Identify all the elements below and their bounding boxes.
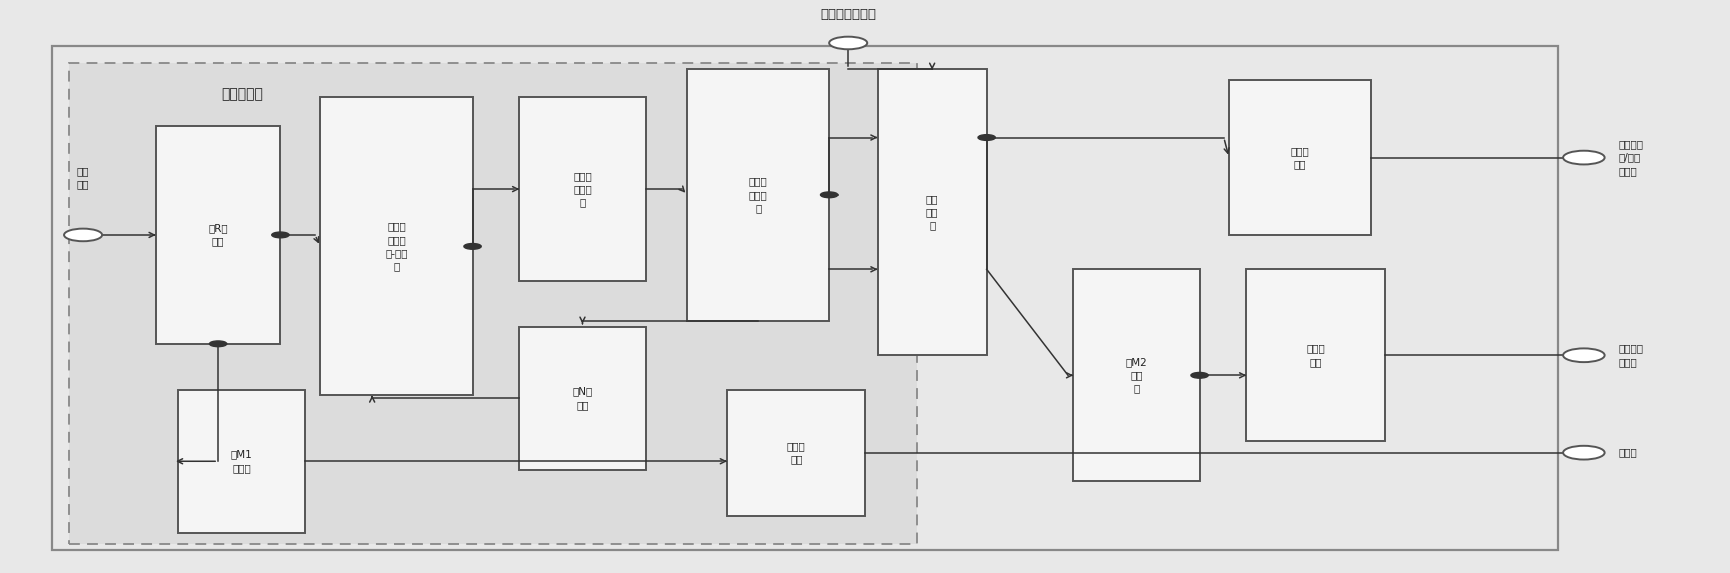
- Circle shape: [464, 244, 481, 249]
- Circle shape: [1190, 372, 1208, 378]
- Bar: [519, 97, 645, 281]
- Circle shape: [209, 341, 227, 347]
- Text: 数字逻辑
控制器: 数字逻辑 控制器: [1618, 344, 1642, 367]
- Bar: [727, 390, 865, 516]
- Text: 参考
时钟: 参考 时钟: [76, 166, 90, 189]
- Text: 多路
选择
器: 多路 选择 器: [926, 194, 938, 230]
- Text: 第一缓
冲器: 第一缓 冲器: [787, 441, 804, 464]
- Text: 第二鉴
频鉴相
器-电荷
泵: 第二鉴 频鉴相 器-电荷 泵: [386, 222, 407, 271]
- Bar: [69, 63, 917, 544]
- Circle shape: [829, 37, 867, 49]
- Text: 第二环
路滤波
器: 第二环 路滤波 器: [573, 171, 592, 207]
- Circle shape: [64, 229, 102, 241]
- Circle shape: [977, 135, 995, 140]
- Text: 除R分
频器: 除R分 频器: [208, 223, 228, 246]
- Text: 滤波器: 滤波器: [1618, 448, 1637, 458]
- Text: 数字逻辑控制器: 数字逻辑控制器: [820, 8, 875, 21]
- Bar: [1246, 269, 1384, 441]
- Circle shape: [272, 232, 289, 238]
- Bar: [687, 69, 829, 321]
- Text: 多模式模
拟/数字
转换器: 多模式模 拟/数字 转换器: [1618, 139, 1642, 176]
- Circle shape: [1562, 151, 1604, 164]
- Text: 第二缓
冲器: 第二缓 冲器: [1291, 146, 1308, 169]
- Text: 除M1
分频器: 除M1 分频器: [230, 450, 253, 473]
- Text: 除M2
分频
器: 除M2 分频 器: [1124, 357, 1147, 394]
- Circle shape: [1562, 348, 1604, 362]
- Bar: [156, 126, 280, 344]
- Text: 除N分
频器: 除N分 频器: [573, 387, 592, 410]
- Text: 第三缓
冲器: 第三缓 冲器: [1306, 344, 1323, 367]
- Bar: [52, 46, 1557, 550]
- Text: 第二压
控振荡
器: 第二压 控振荡 器: [749, 176, 766, 213]
- Bar: [1073, 269, 1199, 481]
- Bar: [877, 69, 986, 355]
- Bar: [1228, 80, 1370, 235]
- Text: 时钟产生器: 时钟产生器: [221, 88, 263, 101]
- Circle shape: [820, 192, 837, 198]
- Bar: [178, 390, 304, 533]
- Bar: [519, 327, 645, 470]
- Bar: [320, 97, 472, 395]
- Circle shape: [1562, 446, 1604, 460]
